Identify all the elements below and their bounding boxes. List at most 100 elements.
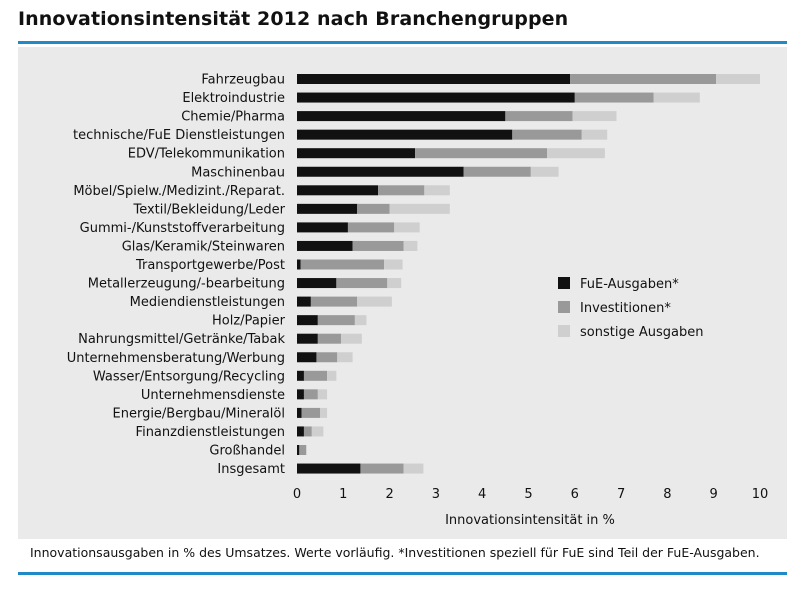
bar-segment-investitionen <box>303 389 318 400</box>
bar-segment-sonstige <box>716 74 760 84</box>
legend-swatch <box>558 301 570 313</box>
legend-swatch <box>558 277 570 289</box>
bar-segment-fue <box>297 445 300 455</box>
category-label: Transportgewerbe/Post <box>135 258 285 273</box>
category-label: Maschinenbau <box>191 165 285 180</box>
bar-segment-fue <box>297 278 337 289</box>
bottom-rule <box>18 572 787 575</box>
bar-segment-fue <box>297 463 361 474</box>
bar-segment-fue <box>297 129 513 140</box>
category-label: Energie/Bergbau/Mineralöl <box>113 406 286 421</box>
bar-segment-sonstige <box>581 129 608 140</box>
x-tick-label: 3 <box>432 487 440 502</box>
bar-segment-fue <box>297 370 304 381</box>
bar-segment-fue <box>297 74 571 84</box>
legend-swatch <box>558 325 570 337</box>
x-tick-label: 9 <box>710 487 718 502</box>
bar-segment-sonstige <box>387 278 402 289</box>
bar-segment-investitionen <box>303 426 312 437</box>
page-title: Innovationsintensität 2012 nach Branchen… <box>18 8 569 30</box>
category-label: Glas/Keramik/Steinwaren <box>122 239 285 254</box>
category-label: Textil/Bekleidung/Leder <box>132 202 285 217</box>
bar-segment-sonstige <box>547 148 605 159</box>
bar-segment-sonstige <box>327 370 337 381</box>
category-labels: Fahrzeugbau Elektroindustrie Chemie/Pharma… <box>67 73 286 478</box>
bar-segment-investitionen <box>512 129 582 140</box>
x-tick-label: 8 <box>663 487 671 502</box>
category-label: Unternehmensberatung/Werbung <box>67 351 285 366</box>
category-label: Finanzdienstleistungen <box>136 425 285 440</box>
bar-segment-fue <box>297 240 353 251</box>
category-label: Gummi-/Kunststoffverarbeitung <box>80 221 285 236</box>
bar-segment-investitionen <box>301 407 321 418</box>
bar-segment-sonstige <box>320 407 328 418</box>
category-label: Holz/Papier <box>212 314 286 329</box>
x-axis: 0 1 2 3 4 5 6 7 8 9 10 <box>293 487 768 502</box>
bar-segment-fue <box>297 426 304 437</box>
x-tick-label: 4 <box>478 487 486 502</box>
bar-segment-sonstige <box>653 92 700 103</box>
bar-segment-fue <box>297 352 317 363</box>
bar-segment-investitionen <box>360 463 404 474</box>
bar-segment-investitionen <box>570 74 717 84</box>
bar-segment-fue <box>297 185 379 196</box>
category-label: Chemie/Pharma <box>181 110 285 125</box>
category-label: Fahrzeugbau <box>201 73 285 88</box>
bar-segment-investitionen <box>316 352 338 363</box>
category-label: Nahrungsmittel/Getränke/Tabak <box>78 332 285 347</box>
x-tick-label: 2 <box>385 487 393 502</box>
bar-segment-investitionen <box>300 259 385 270</box>
bar-segment-fue <box>297 315 318 326</box>
x-tick-label: 6 <box>571 487 579 502</box>
bar-segment-sonstige <box>403 463 424 474</box>
bar-segment-sonstige <box>424 185 450 196</box>
bar-segment-sonstige <box>394 222 420 233</box>
bar-segment-investitionen <box>505 111 573 122</box>
chart-panel <box>18 47 787 539</box>
bar-segment-sonstige <box>337 352 353 363</box>
category-label: Unternehmensdienste <box>141 388 285 403</box>
bar-segment-investitionen <box>303 370 328 381</box>
legend: FuE-Ausgaben* Investitionen* sonstige Ausg… <box>558 277 703 340</box>
x-tick-label: 10 <box>752 487 769 502</box>
bar-segment-investitionen <box>299 445 307 455</box>
category-label: Metallerzeugung/-bearbeitung <box>88 277 285 292</box>
category-label: Wasser/Entsorgung/Recycling <box>93 369 285 384</box>
bar-segment-sonstige <box>389 203 450 214</box>
legend-label: Investitionen* <box>580 301 671 316</box>
bar-segment-sonstige <box>403 240 418 251</box>
bar-segment-sonstige <box>311 426 324 437</box>
bar-segment-investitionen <box>378 185 425 196</box>
bar-segment-fue <box>297 148 416 159</box>
bar-segment-investitionen <box>463 166 531 177</box>
top-rule <box>18 41 787 44</box>
category-label: Möbel/Spielw./Medizint./Reparat. <box>73 184 285 199</box>
bar-segment-fue <box>297 389 304 400</box>
category-label: technische/FuE Dienstleistungen <box>73 128 285 143</box>
category-label: Elektroindustrie <box>182 91 285 106</box>
bar-segment-investitionen <box>336 278 388 289</box>
bar-segment-investitionen <box>317 333 341 344</box>
bar-segment-sonstige <box>530 166 559 177</box>
legend-label: sonstige Ausgaben <box>580 325 703 340</box>
bar-segment-fue <box>297 333 318 344</box>
bar-segment-sonstige <box>317 389 328 400</box>
legend-label: FuE-Ausgaben* <box>580 277 679 292</box>
bar-segment-investitionen <box>310 296 358 307</box>
bar-segment-fue <box>297 166 464 177</box>
bar-segment-fue <box>297 296 311 307</box>
bar-segment-sonstige <box>354 315 367 326</box>
bar-segment-sonstige <box>384 259 403 270</box>
x-tick-label: 0 <box>293 487 301 502</box>
x-tick-label: 7 <box>617 487 625 502</box>
category-label: Insgesamt <box>217 462 285 477</box>
bar-segment-investitionen <box>347 222 395 233</box>
bars-group <box>297 74 760 474</box>
x-axis-label: Innovationsintensität in % <box>445 513 615 528</box>
bar-segment-fue <box>297 203 358 214</box>
x-tick-label: 1 <box>339 487 347 502</box>
bar-segment-investitionen <box>574 92 654 103</box>
bar-segment-fue <box>297 222 348 233</box>
bar-segment-fue <box>297 259 301 270</box>
